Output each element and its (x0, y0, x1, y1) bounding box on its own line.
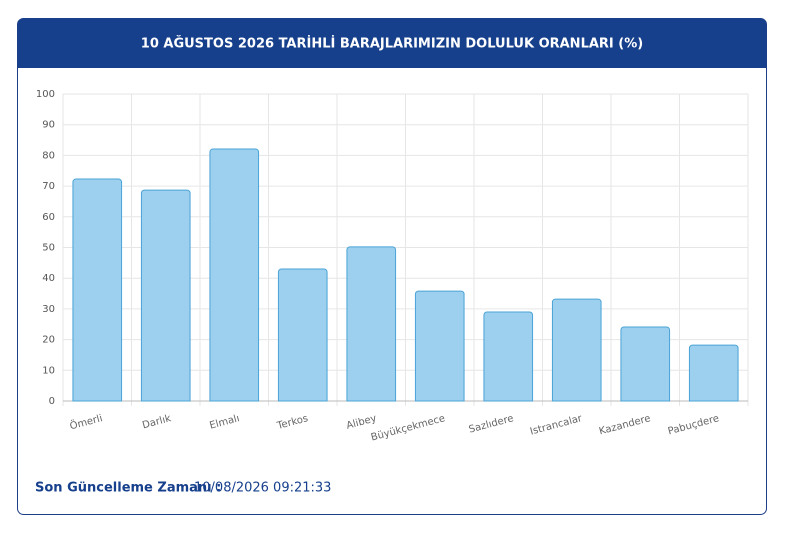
footer-label: Son Güncelleme Zamanı : (35, 481, 221, 496)
y-tick-label: 100 (36, 89, 55, 100)
bar (688, 344, 739, 402)
y-tick-label: 50 (42, 243, 55, 254)
bar (140, 189, 191, 402)
bar (209, 148, 260, 402)
bar (277, 268, 328, 402)
bar (346, 246, 397, 402)
footer-value: 10/08/2026 09:21:33 (194, 481, 331, 496)
bar (551, 298, 602, 402)
y-tick-label: 0 (49, 396, 55, 407)
y-tick-label: 30 (42, 304, 55, 315)
y-tick-label: 10 (42, 365, 55, 376)
y-tick-label: 40 (42, 273, 55, 284)
y-tick-label: 80 (42, 150, 55, 161)
y-tick-label: 90 (42, 120, 55, 131)
bar (414, 290, 465, 402)
chart-title: 10 AĞUSTOS 2026 TARİHLİ BARAJLARIMIZIN D… (141, 36, 643, 52)
bar (72, 178, 123, 402)
y-tick-label: 60 (42, 212, 55, 223)
card-header (17, 18, 767, 68)
y-tick-label: 70 (42, 181, 55, 192)
bar (483, 311, 534, 402)
bar (620, 326, 671, 402)
y-tick-label: 20 (42, 335, 55, 346)
